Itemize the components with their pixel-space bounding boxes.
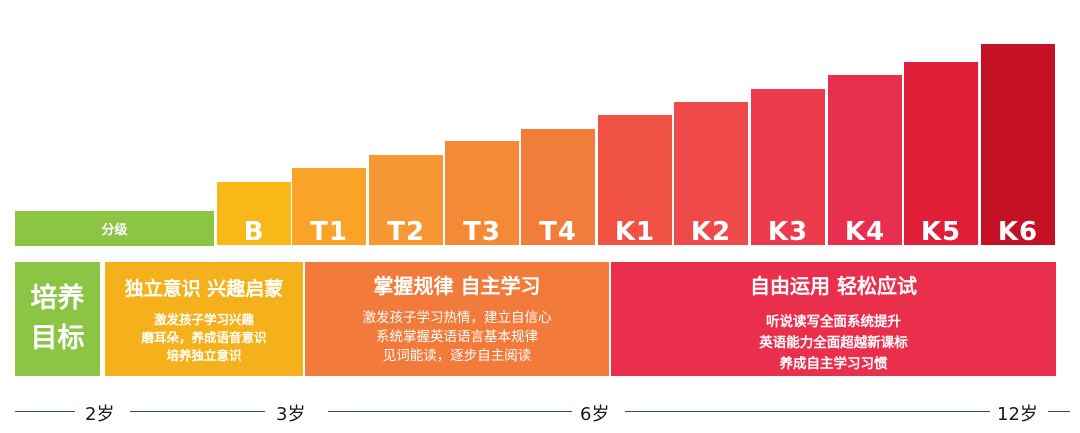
stage-line: 系统掌握英语语言基本规律 (376, 329, 538, 345)
stage-title: 独立意识 兴趣启蒙 (124, 278, 284, 300)
level-label-k3: K3 (767, 217, 809, 247)
level-bar-t2 (369, 155, 443, 246)
stage-line: 激发孩子学习热情，建立自信心 (362, 310, 552, 326)
level-label-k5: K5 (920, 217, 962, 247)
stage-panel-1: 独立意识 兴趣启蒙 激发孩子学习兴趣 磨耳朵，养成语音意识 培养独立意识 (105, 262, 303, 376)
level-label-t2: T2 (387, 217, 425, 247)
stage-line: 见词能读，逐步自主阅读 (382, 348, 532, 364)
divider (214, 245, 1056, 248)
level-label-t1: T1 (310, 217, 348, 247)
timeline-line (328, 411, 572, 412)
timeline-line (625, 411, 990, 412)
stage-line: 英语能力全面超越新课标 (759, 335, 908, 351)
goal-label-line2: 目标 (30, 323, 85, 354)
level-bar-k5 (904, 62, 978, 246)
stage-title: 掌握规律 自主学习 (373, 274, 541, 298)
stage-panel-2: 掌握规律 自主学习 激发孩子学习热情，建立自信心 系统掌握英语语言基本规律 见词… (305, 262, 609, 376)
level-label-t3: T3 (463, 217, 501, 247)
grading-label: 分级 (15, 211, 214, 246)
goal-label: 培养 目标 (15, 262, 100, 376)
age-label: 2岁 (85, 404, 115, 425)
age-label: 12岁 (997, 404, 1038, 425)
level-bar-t1 (292, 168, 366, 246)
level-bar-b (217, 182, 291, 246)
timeline-line (15, 411, 75, 412)
level-bar-k4 (828, 75, 902, 246)
timeline-line (130, 411, 265, 412)
stage-panel-3: 自由运用 轻松应试 听说读写全面系统提升 英语能力全面超越新课标 养成自主学习习… (611, 262, 1056, 376)
level-bar-k6 (981, 44, 1055, 246)
stage-line: 养成自主学习习惯 (779, 356, 888, 372)
stage-title: 自由运用 轻松应试 (750, 274, 917, 298)
level-bar-t4 (521, 129, 595, 246)
stage-line: 磨耳朵，养成语音意识 (141, 330, 267, 345)
stage-line: 听说读写全面系统提升 (766, 314, 901, 330)
level-label-b: B (243, 217, 265, 247)
age-label: 3岁 (276, 404, 306, 425)
age-label: 6岁 (580, 404, 610, 425)
level-label-k1: K1 (614, 217, 656, 247)
level-label-k4: K4 (844, 217, 886, 247)
stage-line: 激发孩子学习兴趣 (153, 312, 254, 327)
goal-label-line1: 培养 (30, 283, 85, 314)
level-label-t4: T4 (539, 217, 577, 247)
level-bar-k3 (751, 89, 825, 246)
level-bar-k2 (674, 102, 748, 246)
timeline-line (1048, 411, 1070, 412)
level-label-k2: K2 (690, 217, 732, 247)
stage-line: 培养独立意识 (166, 348, 242, 363)
level-label-k6: K6 (997, 217, 1039, 247)
level-bar-k1 (598, 115, 672, 246)
level-bar-t3 (445, 141, 519, 246)
